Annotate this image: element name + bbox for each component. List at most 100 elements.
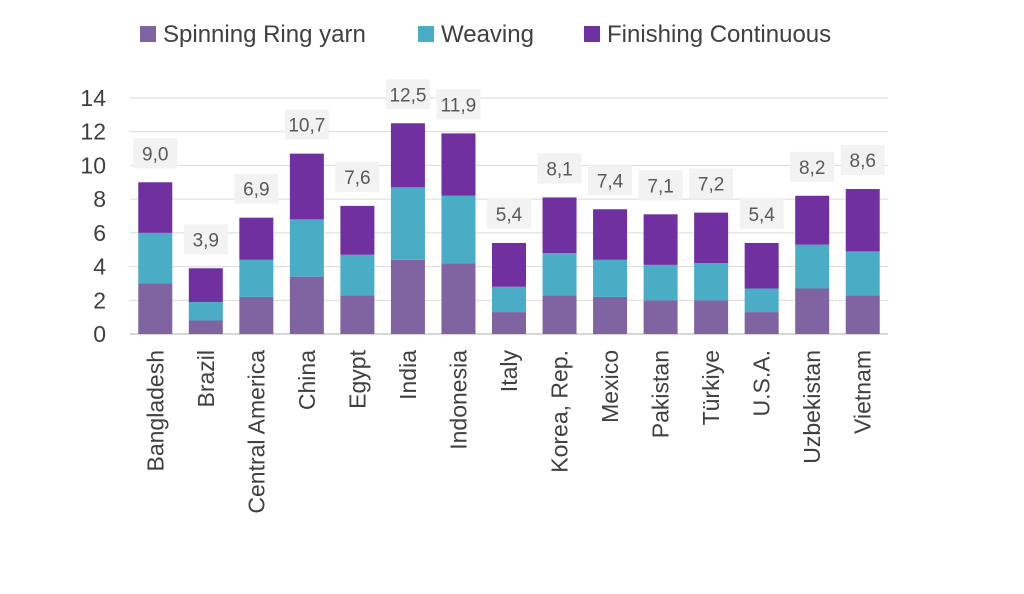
- bar-segment: [289, 276, 324, 334]
- legend-swatch: [140, 26, 156, 42]
- total-label: 12,5: [385, 79, 430, 110]
- total-label-text: 8,2: [799, 158, 825, 179]
- bar-segment: [795, 244, 830, 289]
- bar-segment: [340, 295, 375, 334]
- total-label-box: [689, 168, 734, 199]
- bar-segment: [845, 251, 880, 296]
- total-label-text: 3,9: [193, 230, 219, 251]
- total-label-text: 7,6: [344, 168, 370, 189]
- total-label-box: [335, 161, 380, 192]
- x-tick-label: Uzbekistan: [799, 350, 825, 464]
- bar-segment: [340, 205, 375, 255]
- bar-segment: [390, 123, 425, 188]
- x-tick-label: India: [395, 350, 421, 400]
- x-tick-label: Türkiye: [698, 350, 724, 425]
- bar-segment: [542, 253, 577, 296]
- x-tick-label: Italy: [496, 350, 522, 393]
- total-label: 7,1: [638, 170, 683, 201]
- bar-segment: [593, 296, 628, 334]
- y-tick-label: 12: [80, 119, 106, 145]
- total-label-box: [739, 198, 784, 229]
- y-tick-label: 10: [80, 152, 106, 178]
- bar-segment: [694, 300, 729, 334]
- x-tick-label: Central America: [243, 350, 269, 514]
- total-label: 7,2: [689, 168, 734, 199]
- total-label: 11,9: [436, 89, 481, 120]
- bar-segment: [138, 283, 173, 334]
- total-label-text: 12,5: [389, 85, 426, 106]
- legend-item: Weaving: [418, 21, 534, 48]
- x-tick-label: Korea, Rep.: [547, 350, 573, 473]
- x-tick-label: Brazil: [193, 350, 219, 408]
- legend-label: Spinning Ring yarn: [163, 21, 366, 48]
- y-tick-label: 14: [80, 85, 106, 111]
- total-label-box: [385, 79, 430, 110]
- bar-segment: [643, 300, 678, 334]
- x-tick-label: Pakistan: [648, 350, 674, 438]
- bar-segment: [845, 189, 880, 252]
- bar-segment: [239, 217, 274, 260]
- y-tick-label: 0: [93, 321, 106, 347]
- legend-swatch: [584, 26, 600, 42]
- total-label: 5,4: [487, 198, 531, 229]
- total-label-box: [183, 224, 228, 255]
- y-tick-label: 6: [93, 220, 106, 246]
- total-label-box: [133, 138, 178, 169]
- total-label-text: 7,1: [647, 176, 673, 197]
- bar-segment: [492, 286, 526, 313]
- total-label: 10,7: [284, 109, 329, 140]
- x-tick-label: Egypt: [344, 349, 370, 408]
- x-tick-label: U.S.A.: [749, 350, 775, 416]
- bar-segment: [441, 195, 476, 264]
- total-label-text: 10,7: [288, 116, 325, 137]
- total-label: 5,4: [739, 198, 784, 229]
- bar-segment: [795, 195, 830, 245]
- bar-segment: [542, 295, 577, 334]
- x-tick-label: Bangladesh: [142, 350, 168, 472]
- bar-segment: [390, 187, 425, 260]
- bar-segment: [441, 263, 476, 334]
- bar-segment: [744, 288, 779, 313]
- x-axis: Bangladesh Brazil Central America China Egyp…: [142, 349, 875, 513]
- bar-segment: [239, 296, 274, 334]
- bar-segment: [340, 254, 375, 296]
- bar-segment: [289, 153, 324, 220]
- bar-segment: [188, 268, 223, 302]
- total-label-text: 7,2: [698, 175, 724, 196]
- bar-segment: [542, 197, 577, 254]
- legend: Spinning Ring yarn Weaving Finishing Conti…: [140, 21, 831, 48]
- x-tick-label: Mexico: [597, 350, 623, 423]
- x-tick-label: China: [294, 350, 320, 410]
- bar-segment: [492, 312, 526, 334]
- total-label-text: 6,9: [243, 180, 269, 201]
- total-label: 7,6: [335, 161, 380, 192]
- total-label: 6,9: [234, 173, 279, 204]
- legend-swatch: [418, 26, 434, 42]
- bar-segment: [593, 259, 628, 297]
- legend-label: Weaving: [441, 21, 534, 48]
- total-label-text: 9,0: [142, 144, 168, 165]
- bar-segment: [593, 209, 628, 260]
- bar-segment: [694, 212, 729, 264]
- total-label: 8,1: [537, 153, 582, 184]
- total-label-box: [840, 145, 885, 176]
- bar-segment: [239, 259, 274, 297]
- bar-segment: [138, 182, 173, 233]
- bar-segment: [694, 263, 729, 301]
- bar-segment: [188, 301, 223, 321]
- total-label-box: [487, 198, 531, 229]
- y-axis: 0 2 4 6 8 10 12 14: [80, 85, 106, 347]
- x-tick-label: Indonesia: [445, 350, 471, 450]
- y-tick-label: 2: [93, 287, 106, 313]
- total-labels: 9,0 3,9 6,9 10,7 7,6 12,5 11,9 5,4 8,1 7,4 7,1 7,2 5…: [133, 79, 885, 255]
- total-label: 8,6: [840, 145, 885, 176]
- total-label-box: [284, 109, 329, 140]
- bar-segment: [643, 214, 678, 265]
- bar-segment: [492, 242, 526, 287]
- total-label-box: [436, 89, 481, 120]
- y-tick-label: 8: [93, 186, 106, 212]
- legend-item: Spinning Ring yarn: [140, 21, 366, 48]
- bar-segment: [138, 232, 173, 284]
